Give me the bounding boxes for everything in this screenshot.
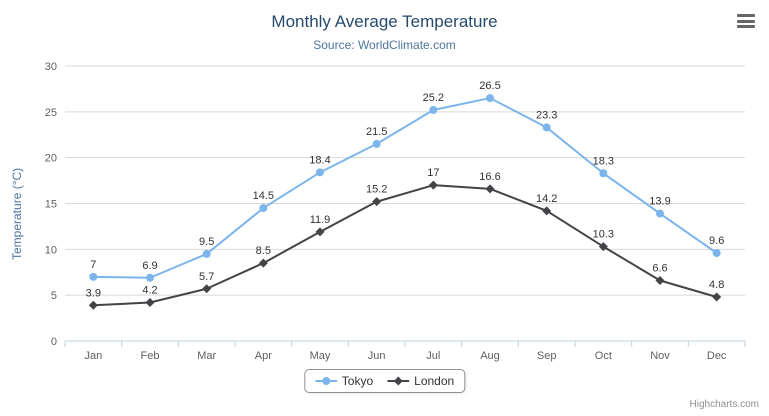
data-point-tokyo[interactable] <box>146 273 154 282</box>
data-label-london: 15.2 <box>366 184 387 196</box>
series-line-london[interactable] <box>92 184 718 307</box>
data-label-london: 4.8 <box>709 279 724 291</box>
circle-marker-icon <box>314 377 337 385</box>
y-axis-title: Temperature (°C) <box>10 167 24 260</box>
chart-subtitle: Source: WorldClimate.com <box>313 38 456 52</box>
y-tick-label: 30 <box>45 61 57 73</box>
data-point-tokyo[interactable] <box>712 249 721 257</box>
x-tick-label: Sep <box>537 350 557 362</box>
x-tick-label: Aug <box>480 350 500 362</box>
legend-item-london[interactable]: London <box>387 374 454 388</box>
data-label-london: 16.6 <box>479 171 500 183</box>
data-point-london[interactable] <box>202 284 212 294</box>
x-tick-label: Nov <box>650 350 670 362</box>
data-point-london[interactable] <box>655 276 665 285</box>
data-label-london: 14.2 <box>536 193 557 205</box>
data-point-london[interactable] <box>372 197 382 207</box>
data-label-tokyo: 7 <box>90 259 96 271</box>
data-label-tokyo: 13.9 <box>649 196 670 208</box>
data-label-tokyo: 21.5 <box>366 126 387 138</box>
data-point-tokyo[interactable] <box>89 272 98 281</box>
data-point-tokyo[interactable] <box>656 209 664 218</box>
data-label-london: 5.7 <box>199 271 214 283</box>
data-label-london: 10.3 <box>593 229 614 241</box>
data-point-tokyo[interactable] <box>202 249 211 258</box>
export-menu-button[interactable] <box>735 12 757 30</box>
x-tick-label: Oct <box>595 350 612 362</box>
data-point-london[interactable] <box>258 258 268 268</box>
data-point-london[interactable] <box>485 184 495 194</box>
y-tick-label: 15 <box>45 199 57 211</box>
data-point-london[interactable] <box>712 292 722 302</box>
data-label-tokyo: 6.9 <box>142 260 157 272</box>
legend-label: London <box>414 374 455 388</box>
hamburger-icon <box>737 25 755 28</box>
data-point-london[interactable] <box>315 227 325 237</box>
data-label-tokyo: 18.3 <box>593 155 614 167</box>
data-label-london: 4.2 <box>142 285 157 297</box>
series-line-tokyo[interactable] <box>92 97 718 279</box>
y-tick-label: 5 <box>51 290 57 302</box>
data-label-london: 8.5 <box>256 245 271 257</box>
hamburger-icon <box>737 19 755 23</box>
legend: Tokyo London <box>303 369 466 393</box>
data-label-tokyo: 18.4 <box>309 154 330 166</box>
data-point-tokyo[interactable] <box>486 94 494 103</box>
data-point-london[interactable] <box>542 206 552 216</box>
data-label-tokyo: 14.5 <box>253 190 274 202</box>
x-tick-label: Apr <box>255 350 272 362</box>
data-point-tokyo[interactable] <box>259 204 268 213</box>
x-tick-label: Feb <box>141 350 160 362</box>
legend-label: Tokyo <box>341 374 374 388</box>
data-point-london[interactable] <box>145 298 155 307</box>
credits-link[interactable]: Highcharts.com <box>689 399 759 410</box>
legend-item-tokyo[interactable]: Tokyo <box>314 374 374 388</box>
data-label-london: 3.9 <box>86 287 101 299</box>
data-label-london: 17 <box>427 167 439 179</box>
y-tick-label: 0 <box>51 336 57 348</box>
chart-title: Monthly Average Temperature <box>271 12 498 31</box>
data-label-tokyo: 9.6 <box>709 235 724 247</box>
data-label-tokyo: 26.5 <box>479 80 500 92</box>
data-point-london[interactable] <box>598 242 608 252</box>
data-label-tokyo: 9.5 <box>199 236 214 248</box>
data-point-tokyo[interactable] <box>429 106 438 114</box>
y-tick-label: 25 <box>45 107 57 119</box>
x-tick-label: Jul <box>426 350 440 362</box>
y-tick-label: 10 <box>45 244 57 256</box>
x-tick-label: Jun <box>368 350 386 362</box>
data-point-london[interactable] <box>428 180 438 190</box>
x-tick-label: May <box>310 350 331 362</box>
diamond-marker-icon <box>387 376 410 386</box>
data-label-london: 6.6 <box>652 263 667 275</box>
data-point-tokyo[interactable] <box>316 168 324 177</box>
x-tick-label: Jan <box>84 350 102 362</box>
data-point-tokyo[interactable] <box>372 139 381 148</box>
y-tick-label: 20 <box>45 153 57 165</box>
data-point-tokyo[interactable] <box>542 123 551 132</box>
data-point-london[interactable] <box>88 300 98 310</box>
x-tick-label: Mar <box>197 350 216 362</box>
data-point-tokyo[interactable] <box>599 169 608 178</box>
data-label-london: 11.9 <box>310 214 331 226</box>
hamburger-icon <box>737 14 755 17</box>
data-label-tokyo: 25.2 <box>423 92 444 104</box>
data-label-tokyo: 23.3 <box>536 109 557 121</box>
x-tick-label: Dec <box>707 350 727 362</box>
